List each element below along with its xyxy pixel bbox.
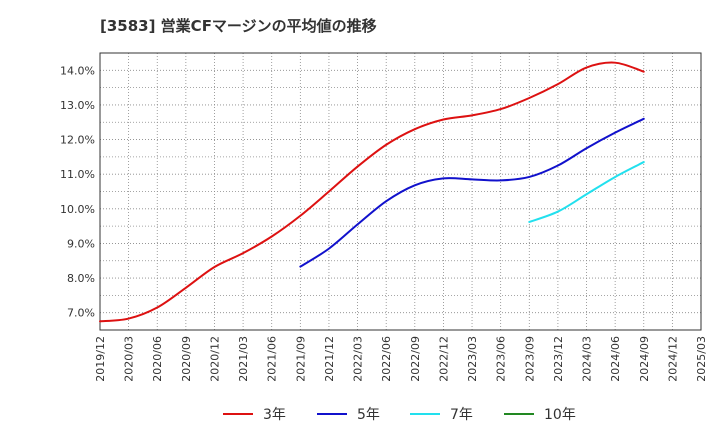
series-line-3年 <box>99 61 645 323</box>
legend-label: 7年 <box>450 407 473 423</box>
chart-title: [3583] 営業CFマージンの平均値の推移 <box>100 17 377 35</box>
y-tick-label: 9.0% <box>67 237 95 250</box>
x-tick-label: 2023/12 <box>552 336 565 382</box>
x-tick-label: 2021/09 <box>294 336 307 382</box>
x-axis: 2019/12 2020/03 2020/06 2020/09 2020/12 2021/… <box>94 336 708 382</box>
x-tick-label: 2022/06 <box>380 336 393 382</box>
y-tick-label: 12.0% <box>60 134 95 147</box>
y-tick-label: 7.0% <box>67 307 95 320</box>
series-line-5年 <box>299 117 645 268</box>
legend: 3年 5年 7年 10年 <box>223 407 576 423</box>
legend-label: 10年 <box>544 407 576 423</box>
x-tick-label: 2023/03 <box>466 336 479 382</box>
y-tick-label: 14.0% <box>60 64 95 77</box>
y-tick-label: 11.0% <box>60 168 95 181</box>
y-tick-label: 8.0% <box>67 272 95 285</box>
series-line-7年 <box>528 161 645 223</box>
x-tick-label: 2025/03 <box>695 336 708 382</box>
grid-lines <box>100 53 701 330</box>
legend-label: 5年 <box>357 407 380 423</box>
x-tick-label: 2024/06 <box>609 336 622 382</box>
x-tick-label: 2020/12 <box>208 336 221 382</box>
x-tick-label: 2023/09 <box>523 336 536 382</box>
legend-label: 3年 <box>263 407 286 423</box>
x-tick-label: 2020/03 <box>123 336 136 382</box>
series-group <box>99 61 645 323</box>
x-tick-label: 2020/09 <box>180 336 193 382</box>
x-tick-label: 2021/12 <box>323 336 336 382</box>
x-tick-label: 2024/03 <box>581 336 594 382</box>
x-tick-label: 2022/12 <box>437 336 450 382</box>
x-tick-label: 2024/09 <box>638 336 651 382</box>
y-tick-label: 13.0% <box>60 99 95 112</box>
x-tick-label: 2020/06 <box>151 336 164 382</box>
x-tick-label: 2019/12 <box>94 336 107 382</box>
x-tick-label: 2022/09 <box>409 336 422 382</box>
x-tick-label: 2023/06 <box>495 336 508 382</box>
y-axis: 7.0% 8.0% 9.0% 10.0% 11.0% 12.0% 13.0% 14.0% <box>60 64 95 319</box>
x-tick-label: 2021/06 <box>266 336 279 382</box>
x-tick-label: 2022/03 <box>352 336 365 382</box>
x-tick-label: 2021/03 <box>237 336 250 382</box>
plot-area <box>99 52 702 331</box>
y-tick-label: 10.0% <box>60 203 95 216</box>
x-tick-label: 2024/12 <box>666 336 679 382</box>
